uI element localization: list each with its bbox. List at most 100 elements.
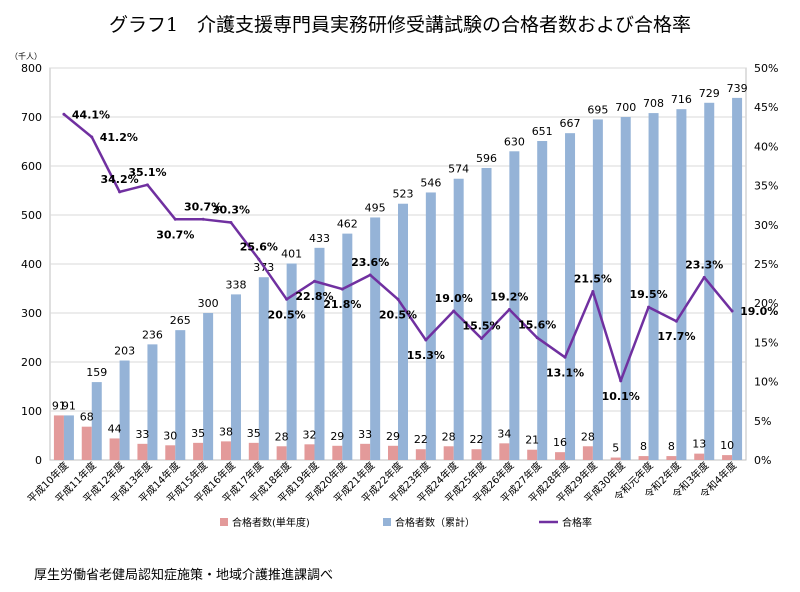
bar-cumulative <box>648 113 659 460</box>
bar-single-year <box>722 455 733 460</box>
y2-tick-label: 10% <box>754 376 778 389</box>
pass-rate-point <box>563 355 567 359</box>
bar-cumulative <box>592 119 603 460</box>
bar-cumulative <box>453 178 464 461</box>
bar-single-year-label: 8 <box>668 440 675 453</box>
bar-single-year <box>137 443 148 460</box>
pass-rate-point <box>145 183 149 187</box>
bar-single-year <box>638 456 649 460</box>
pass-rate-point <box>257 257 261 261</box>
bar-cumulative <box>565 133 576 461</box>
pass-rate-point <box>201 217 205 221</box>
pass-rate-label: 23.6% <box>351 256 389 269</box>
bar-single-year-label: 32 <box>302 428 316 441</box>
bar-cumulative <box>425 192 436 460</box>
pass-rate-label: 19.5% <box>629 288 667 301</box>
pass-rate-point <box>647 305 651 309</box>
pass-rate-point <box>674 319 678 323</box>
y-tick-label: 800 <box>21 62 42 75</box>
bar-single-year-label: 13 <box>692 438 706 451</box>
bar-single-year <box>610 457 621 460</box>
pass-rate-point <box>90 135 94 139</box>
bar-single-year-label: 10 <box>720 439 734 452</box>
bar-cumulative-label: 236 <box>142 328 163 341</box>
pass-rate-point <box>730 309 734 313</box>
y2-tick-label: 25% <box>754 258 778 271</box>
bar-cumulative-label: 300 <box>198 297 219 310</box>
bar-single-year <box>304 444 315 460</box>
pass-rate-point <box>452 309 456 313</box>
pass-rate-point <box>619 379 623 383</box>
bar-cumulative-label: 159 <box>86 366 107 379</box>
bar-single-year-label: 8 <box>640 440 647 453</box>
pass-rate-label: 30.3% <box>212 203 250 216</box>
bar-single-year-label: 30 <box>163 429 177 442</box>
bar-cumulative-label: 729 <box>699 87 720 100</box>
bar-cumulative-label: 667 <box>560 117 581 130</box>
bar-cumulative-label: 401 <box>281 248 302 261</box>
pass-rate-point <box>396 297 400 301</box>
bar-cumulative <box>676 109 687 460</box>
pass-rate-label: 44.1% <box>72 108 110 121</box>
bar-cumulative <box>258 277 269 460</box>
bar-single-year <box>53 415 64 460</box>
chart-title: グラフ1 介護支援専門員実務研修受講試験の合格者数および合格率 <box>108 14 692 36</box>
bar-cumulative <box>620 117 631 460</box>
pass-rate-label: 20.5% <box>379 308 417 321</box>
pass-rate-point <box>173 217 177 221</box>
bar-cumulative-label: 91 <box>62 399 76 412</box>
bar-single-year-label: 35 <box>191 427 205 440</box>
bar-cumulative-label: 265 <box>170 314 191 327</box>
y-tick-label: 200 <box>21 356 42 369</box>
pass-rate-label: 20.5% <box>268 308 306 321</box>
bar-single-year <box>694 453 705 460</box>
pass-rate-label: 10.1% <box>602 390 640 403</box>
bar-single-year-label: 28 <box>581 430 595 443</box>
bar-cumulative-label: 462 <box>337 218 358 231</box>
bar-cumulative <box>147 344 158 460</box>
pass-rate-label: 19.2% <box>490 290 528 303</box>
bar-single-year-label: 22 <box>470 433 484 446</box>
bar-single-year <box>527 449 538 460</box>
bar-cumulative <box>314 247 325 460</box>
bar-single-year-label: 5 <box>612 442 619 455</box>
pass-rate-label: 21.8% <box>323 298 361 311</box>
bar-cumulative <box>203 313 214 460</box>
pass-rate-point <box>507 307 511 311</box>
pass-rate-label: 19.0% <box>740 305 778 318</box>
y-tick-label: 0 <box>35 454 42 467</box>
bar-cumulative <box>398 203 408 461</box>
bar-single-year <box>388 445 398 460</box>
bar-single-year <box>360 443 371 460</box>
pass-rate-label: 15.3% <box>407 349 445 362</box>
bar-cumulative <box>63 415 74 460</box>
bar-cumulative-label: 700 <box>615 101 636 114</box>
bar-single-year <box>471 449 482 460</box>
bar-single-year-label: 44 <box>108 422 122 435</box>
y2-tick-label: 15% <box>754 336 778 349</box>
pass-rate-label: 15.5% <box>462 319 500 332</box>
legend-swatch-single-year <box>220 518 228 526</box>
legend-label-single-year: 合格者数(単年度) <box>232 516 310 529</box>
bar-cumulative-label: 546 <box>420 176 441 189</box>
pass-rate-label: 17.7% <box>657 330 695 343</box>
pass-rate-label: 34.2% <box>101 173 139 186</box>
pass-rate-point <box>340 287 344 291</box>
pass-rate-point <box>535 336 539 340</box>
pass-rate-point <box>285 297 289 301</box>
pass-rate-label: 30.7% <box>156 228 194 241</box>
pass-rate-point <box>118 190 122 194</box>
bar-single-year-label: 28 <box>442 430 456 443</box>
bar-single-year <box>109 438 120 460</box>
bar-cumulative-label: 596 <box>476 152 497 165</box>
y2-tick-label: 40% <box>754 140 778 153</box>
bar-cumulative-label: 630 <box>504 135 525 148</box>
y2-tick-label: 35% <box>754 180 778 193</box>
pass-rate-label: 25.6% <box>240 240 278 253</box>
bar-single-year-label: 33 <box>358 428 372 441</box>
bar-single-year <box>220 441 231 460</box>
pass-rate-label: 15.6% <box>518 319 556 332</box>
bar-cumulative <box>481 167 492 460</box>
y2-tick-label: 5% <box>754 415 771 428</box>
